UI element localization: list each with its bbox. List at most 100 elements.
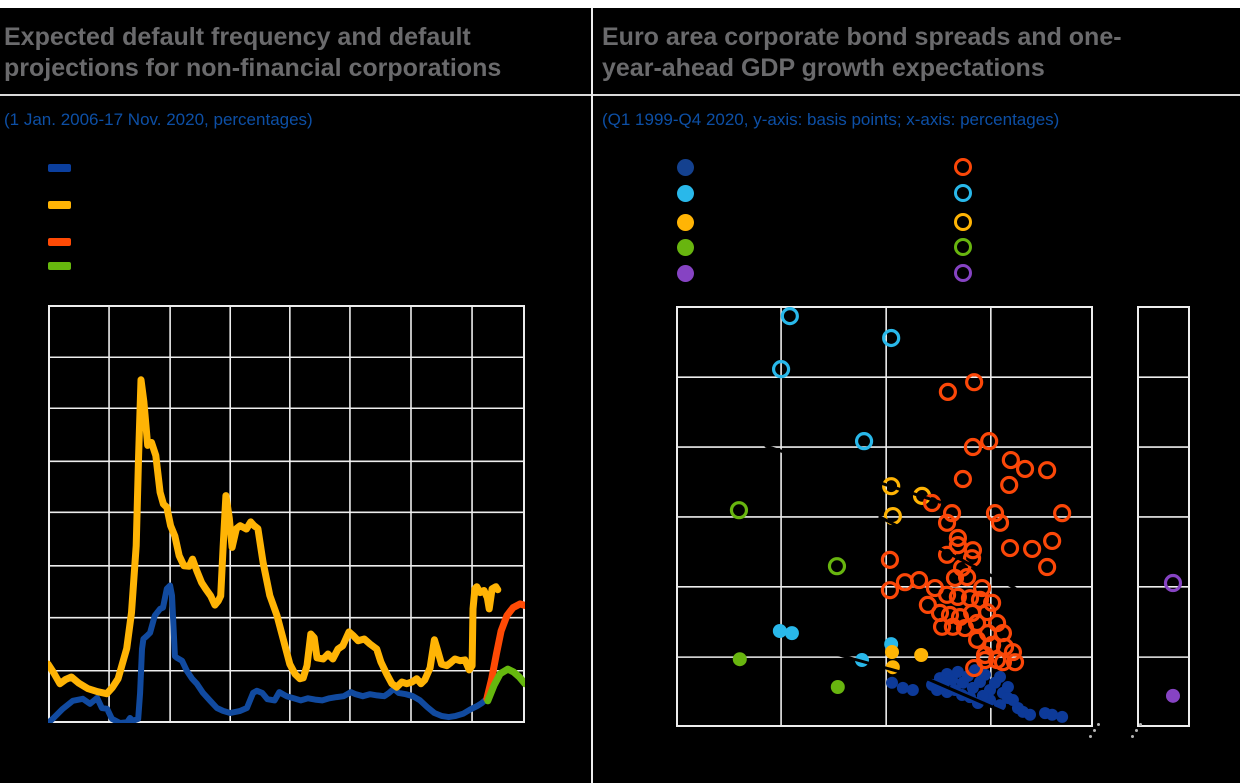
scatter-point-red-open	[963, 437, 983, 457]
scatter-point-cyan-filled	[784, 626, 799, 641]
legend-marker-red-open	[954, 158, 972, 176]
scatter-point-red-open	[910, 570, 929, 590]
axis-break-dot	[1089, 735, 1092, 738]
scatter-point-red-open	[1003, 642, 1023, 662]
left-chart-subtitle: (1 Jan. 2006-17 Nov. 2020, percentages)	[4, 110, 313, 129]
scatter-point-red-open	[965, 658, 984, 678]
scatter-point-red-open	[937, 585, 957, 604]
scatter-point-red-open	[943, 617, 962, 636]
scatter-point-purple-open	[1163, 573, 1183, 593]
legend-marker-cyan-open	[954, 184, 972, 202]
scatter-point-red-open	[1043, 531, 1062, 551]
scatter-point-red-open	[918, 595, 937, 615]
scatter-point-gold-filled	[885, 645, 900, 660]
scatter-point-cyan-open	[771, 360, 791, 379]
scatter-point-navy-filled	[886, 676, 899, 689]
right-chart-title: Euro area corporate bond spreads and one…	[602, 22, 1232, 84]
scatter-point-green-filled	[732, 652, 747, 667]
left-chart-title: Expected default frequency and default pr…	[4, 22, 579, 84]
scatter-point-cyan-open	[854, 432, 874, 451]
navy-trend-line	[921, 675, 1024, 722]
legend-marker-gold-filled	[677, 214, 694, 231]
scatter-point-navy-filled	[994, 670, 1007, 683]
scatter-point-red-open	[990, 513, 1010, 532]
scatter-point-gold-filled	[914, 648, 929, 663]
scatter-point-navy-filled	[1046, 708, 1059, 721]
axis-break-dot	[1139, 723, 1142, 726]
scatter-point-navy-filled	[1056, 710, 1069, 723]
left-chart-title-line2: projections for non-financial corporatio…	[4, 54, 502, 82]
plot-border	[676, 306, 1093, 727]
legend-marker-navy-filled	[677, 159, 694, 176]
chart-canvas	[1137, 306, 1190, 727]
top-border-bar	[0, 0, 1240, 8]
scatter-point-red-open	[1001, 450, 1020, 470]
scatter-point-red-open	[1000, 475, 1019, 495]
scatter-point-red-open	[1015, 459, 1035, 479]
scatter-point-red-open	[880, 550, 900, 569]
scatter-point-navy-filled	[951, 665, 964, 678]
right-scatter-inset-panel	[1137, 306, 1190, 727]
chart-canvas	[48, 305, 525, 723]
legend-swatch-orange-line	[48, 201, 71, 209]
scatter-point-navy-filled	[906, 683, 919, 696]
scatter-point-red-open	[942, 504, 962, 523]
scatter-point-red-open	[957, 568, 977, 587]
scatter-point-gold-open	[882, 477, 901, 496]
scatter-point-red-open	[963, 541, 983, 560]
right-chart-subtitle: (Q1 1999-Q4 2020, y-axis: basis points; …	[602, 110, 1060, 129]
scatter-point-red-open	[1053, 504, 1072, 523]
scatter-point-red-open	[1038, 461, 1057, 480]
plot-border	[48, 305, 525, 723]
scatter-point-red-open	[932, 617, 952, 636]
scatter-point-red-open	[967, 613, 987, 633]
legend-marker-gold-open	[954, 213, 972, 231]
cyan-trend-line	[798, 642, 917, 678]
legend-marker-cyan-filled	[677, 185, 694, 202]
scatter-point-red-open	[953, 469, 972, 489]
scatter-point-red-open	[972, 578, 992, 598]
scatter-point-red-open	[1023, 539, 1042, 559]
scatter-point-navy-filled	[931, 683, 944, 696]
scatter-point-red-open	[993, 653, 1013, 672]
scatter-point-red-open	[1000, 538, 1020, 558]
scatter-point-red-open	[948, 528, 967, 548]
scatter-point-navy-filled	[1024, 708, 1037, 721]
panel-divider-line	[591, 8, 593, 783]
legend-marker-purple-filled	[677, 265, 694, 282]
title-underline-rule	[0, 94, 1240, 96]
series-line-blue	[48, 582, 490, 723]
scatter-point-red-open	[937, 513, 957, 532]
scatter-point-cyan-filled	[772, 624, 787, 639]
scatter-point-green-open	[827, 557, 847, 576]
axis-break-dot	[1093, 729, 1096, 732]
scatter-point-red-open	[975, 645, 995, 665]
legend-marker-green-filled	[677, 239, 694, 256]
left-line-chart	[48, 305, 525, 723]
legend-swatch-green-line	[48, 262, 71, 270]
scatter-point-purple-filled	[1165, 688, 1180, 703]
series-line-green	[484, 665, 525, 705]
gold-trend-line	[764, 444, 942, 504]
scatter-point-red-open	[938, 382, 957, 401]
scatter-point-red-open	[880, 581, 900, 600]
scatter-point-red-open	[948, 587, 967, 607]
scatter-point-red-open	[965, 373, 984, 392]
series-line-orange	[48, 376, 502, 698]
scatter-point-green-filled	[830, 680, 845, 695]
right-scatter-chart	[676, 306, 1093, 727]
legend-marker-purple-open	[954, 264, 972, 282]
axis-break-dot	[1131, 735, 1134, 738]
scatter-point-red-open	[985, 504, 1005, 523]
axis-break-dot	[1135, 729, 1138, 732]
red-trend-line	[878, 515, 1017, 590]
scatter-point-red-open	[945, 568, 965, 588]
chart-canvas	[676, 306, 1093, 727]
legend-marker-green-open	[954, 238, 972, 256]
axis-break-dot	[1097, 723, 1100, 726]
scatter-point-red-open	[977, 602, 997, 622]
scatter-point-navy-filled	[1001, 681, 1014, 694]
right-chart-title-line2: year-ahead GDP growth expectations	[602, 54, 1045, 82]
scatter-point-red-open	[1038, 557, 1057, 577]
